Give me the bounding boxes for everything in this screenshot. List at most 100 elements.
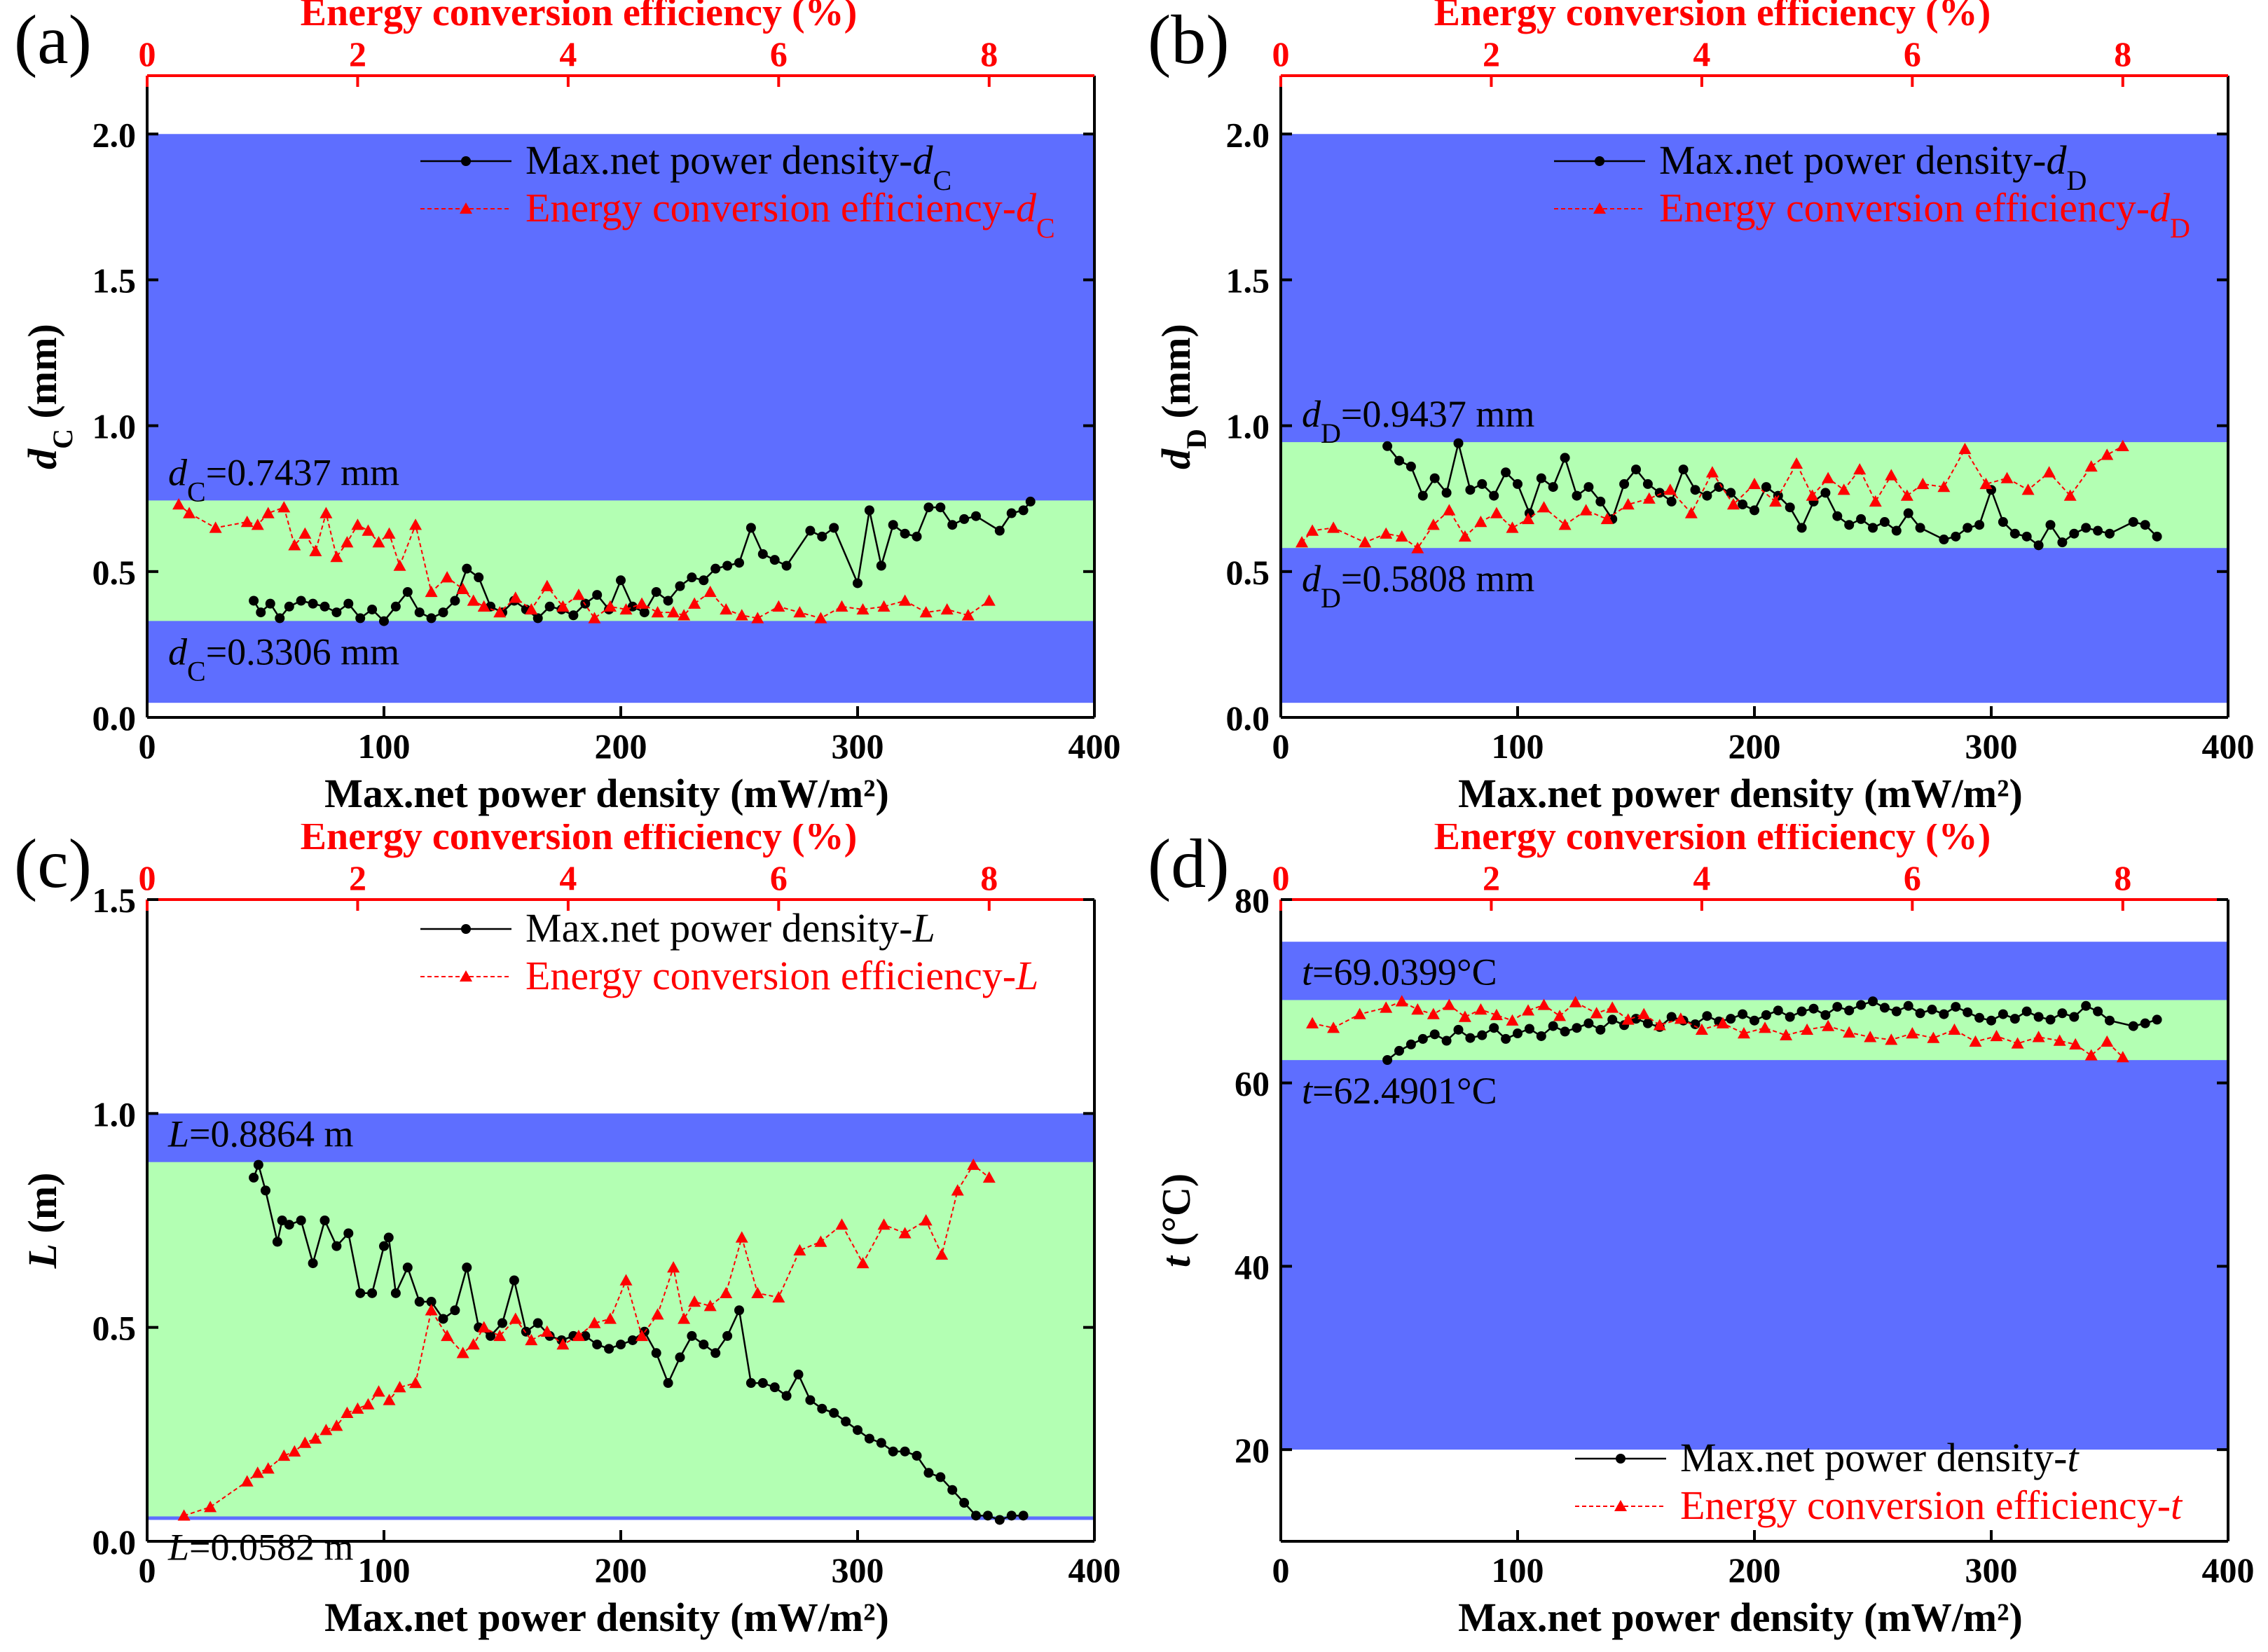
series-point-power [1536,1031,1546,1041]
top-tick-label: 8 [2114,34,2131,74]
top-tick-label: 0 [139,858,156,897]
series-line-0 [1387,443,2158,547]
series-point-eff [1306,1017,1319,1028]
series-point-power [272,1237,282,1247]
y-axis-label-rest: (°C) [1153,1173,1199,1256]
series-point-eff [493,1329,507,1342]
series-point-power [390,601,401,612]
series-point-eff [1353,1007,1366,1019]
y-tick-label: 1.5 [92,881,137,920]
y-tick-label: 1.5 [1226,261,1270,300]
series-point-power [1607,1014,1618,1025]
legend-label-eff-prefix: Energy conversion efficiency- [525,953,1016,998]
series-point-power [805,525,816,536]
series-point-eff [1380,1001,1393,1013]
series-point-power [2140,520,2150,530]
y-tick-label: 60 [1235,1064,1270,1103]
series-point-power [745,523,756,533]
series-point-eff [1726,498,1740,510]
legend-label-eff-prefix: Energy conversion efficiency- [525,185,1016,230]
chart-panel-a: 0 100 200 300 400 0 2 4 6 8 0.0 0.5 1.0 1.5 2.0 (a) Ener… [0,0,1134,824]
series-point-power [923,1468,934,1478]
annotation-lower-bound-rest: =0.5808 mm [1341,558,1534,600]
series-point-eff [172,498,186,510]
legend-label-power-var: t [2067,1435,2080,1480]
annotation-upper-bound-var: L [167,1113,189,1155]
series-point-power [568,610,579,621]
series-point-eff [456,582,469,594]
series-point-power [1417,490,1428,501]
panel-label: (c) [14,825,92,902]
series-point-eff [1990,1029,2003,1042]
annotation-lower-bound-var: d [168,631,188,673]
series-point-power [1513,479,1523,489]
series-point-eff [2069,1038,2082,1049]
series-point-eff [209,521,222,533]
series-point-eff [1948,1023,1961,1035]
top-axis-title: Energy conversion efficiency (%) [301,0,858,34]
y-tick-label: 1.0 [92,1094,137,1134]
series-point-eff [2042,466,2056,478]
top-tick-label: 2 [1483,858,1500,897]
series-point-eff [2116,439,2129,451]
series-point-eff [814,1235,827,1247]
series-point-eff [1474,516,1487,528]
series-point-eff [261,507,275,518]
series-point-eff [330,1419,343,1431]
series-point-eff [1411,542,1424,553]
series-point-power [1465,485,1476,495]
series-point-power [1915,523,1925,533]
series-point-power [745,1378,756,1389]
series-point-power [627,601,638,612]
series-point-power [1761,1010,1771,1020]
panel-label: (d) [1148,825,1230,902]
series-point-power [1560,453,1570,463]
y-axis-label-group: dC (mm) [20,324,78,469]
series-point-eff [898,1227,912,1239]
series-point-eff [2101,448,2114,460]
series-point-power [1726,488,1736,498]
series-point-power [1524,1024,1534,1034]
series-point-eff [1553,1010,1567,1021]
series-point-eff [1579,504,1593,516]
series-point-power [864,1433,874,1444]
series-point-power [1726,1014,1736,1024]
series-point-eff [1590,1007,1603,1019]
series-point-power [959,1498,970,1508]
series-point-eff [309,1432,322,1444]
series-point-eff [856,603,870,615]
series-point-power [2105,528,2115,539]
series-point-power [1998,517,2008,528]
y-axis-label-var: t [1153,1255,1199,1267]
series-point-eff [309,544,322,556]
series-point-eff [703,1300,717,1312]
series-point-eff [425,1304,438,1316]
annotation-lower-bound-var: t [1302,1070,1314,1112]
series-point-power [734,1305,744,1316]
band-outer [1281,134,2228,703]
series-point-eff [393,559,406,571]
series-point-eff [856,1257,870,1269]
series-point-power [1417,1033,1428,1044]
series-point-power [722,1330,733,1341]
series-point-eff [1637,1007,1651,1019]
series-point-eff [982,1171,996,1183]
series-point-power [947,1485,958,1495]
x-tick-label: 100 [1492,1550,1544,1590]
series-point-power [1832,511,1843,521]
series-point-power [876,560,886,571]
series-point-power [1785,502,1795,513]
series-point-power [1832,1002,1843,1012]
series-point-eff [1674,1012,1687,1024]
series-point-eff [330,551,343,563]
series-point-eff [1906,1027,1919,1039]
x-tick-label: 0 [139,1550,156,1590]
series-point-power [1489,490,1499,501]
series-point-power [426,1297,437,1307]
series-point-power [947,520,958,530]
series-point-power [1939,1009,1949,1019]
top-tick-label: 2 [349,34,366,74]
series-point-power [912,1450,922,1461]
series-point-eff [383,1393,396,1405]
y-tick-label: 0.5 [92,553,137,592]
